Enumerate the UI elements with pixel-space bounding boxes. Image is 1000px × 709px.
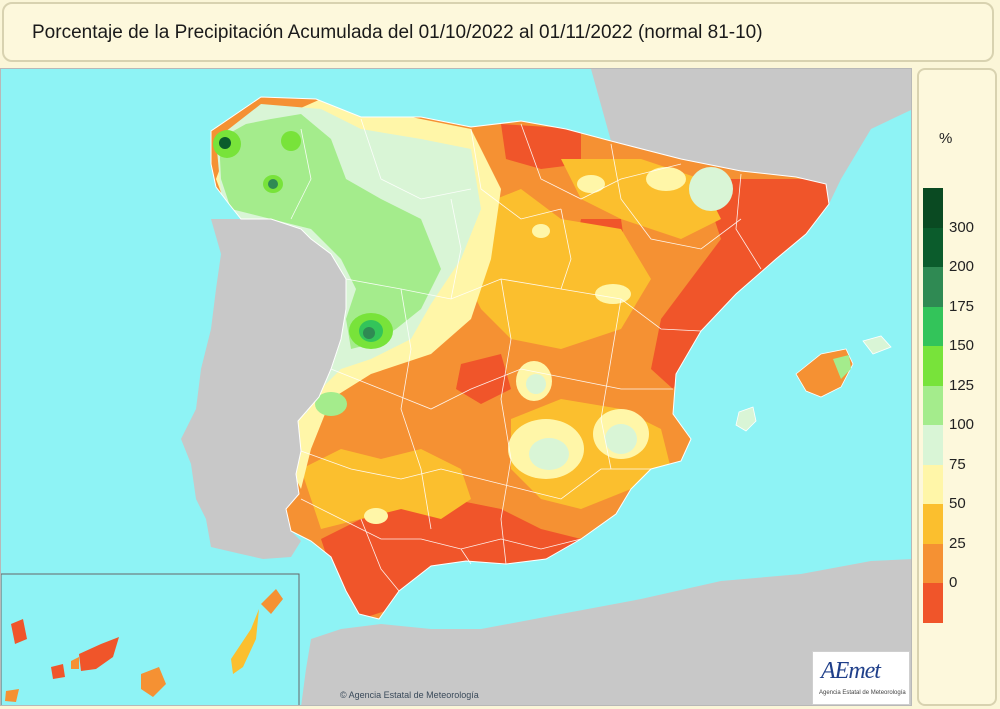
zone-300-a bbox=[219, 137, 231, 149]
legend-swatch-200 bbox=[923, 267, 943, 307]
logo-subtitle: Agencia Estatal de Meteorología bbox=[819, 690, 906, 696]
copyright-text: © Agencia Estatal de Meteorología bbox=[340, 690, 479, 700]
canary-inset bbox=[1, 573, 300, 705]
canary-island-2 bbox=[51, 664, 65, 679]
menorca bbox=[862, 335, 892, 355]
zone-75-100-f bbox=[532, 224, 550, 238]
canary-island-1 bbox=[11, 619, 27, 644]
ibiza bbox=[735, 406, 757, 432]
canary-island-fuerteventura bbox=[231, 609, 259, 674]
island-land bbox=[821, 89, 861, 169]
map-panel bbox=[0, 68, 912, 706]
legend-label-200: 200 bbox=[949, 258, 975, 275]
zone-75-100-c bbox=[595, 284, 631, 304]
zone-0-25-south bbox=[321, 499, 581, 619]
zone-100-125-se bbox=[529, 438, 569, 470]
aemet-logo: AEmet Agencia Estatal de Meteorología bbox=[812, 651, 910, 705]
zone-0-25-north bbox=[501, 124, 581, 169]
legend-swatch-125 bbox=[923, 385, 943, 425]
canary-island-lanzarote bbox=[261, 589, 283, 614]
zone-75-100-g bbox=[364, 508, 388, 524]
legend-swatch-300 bbox=[923, 227, 943, 267]
zone-0-25-east bbox=[651, 179, 829, 389]
zone-150-175-b bbox=[281, 131, 301, 151]
portugal-land bbox=[181, 219, 346, 559]
legend-swatch-150 bbox=[923, 346, 943, 386]
legend-label-50: 50 bbox=[949, 495, 966, 512]
zone-125-150-galicia bbox=[219, 114, 441, 349]
legend-swatch-175 bbox=[923, 306, 943, 346]
province-boundaries bbox=[290, 118, 762, 592]
legend-swatch-top bbox=[923, 188, 943, 228]
legend-label-175: 175 bbox=[949, 297, 975, 315]
legend-swatch-75 bbox=[923, 464, 943, 504]
zone-200-300-a bbox=[363, 327, 375, 339]
precipitation-map bbox=[1, 69, 911, 705]
zone-0-25-center bbox=[456, 354, 511, 404]
legend-swatch-25 bbox=[923, 543, 943, 583]
canary-island-tenerife bbox=[79, 637, 119, 671]
title-box: Porcentaje de la Precipitación Acumulada… bbox=[2, 2, 994, 62]
zone-175-200-b bbox=[268, 179, 278, 189]
legend-unit: % bbox=[939, 130, 953, 147]
legend-label-300: 300 bbox=[949, 218, 975, 236]
map-title: Porcentaje de la Precipitación Acumulada… bbox=[32, 22, 763, 43]
legend-swatch-100 bbox=[923, 425, 943, 465]
zone-100-125-east bbox=[689, 167, 733, 211]
mallorca-green bbox=[833, 355, 851, 379]
legend-swatch-0 bbox=[923, 583, 943, 623]
legend-label-0: 0 bbox=[949, 574, 958, 591]
zone-50-75-south bbox=[301, 449, 471, 529]
legend-color-bar bbox=[923, 188, 943, 623]
legend-label-100: 100 bbox=[949, 416, 975, 433]
legend-label-75: 75 bbox=[949, 455, 966, 473]
zone-75-100-e bbox=[646, 167, 686, 191]
legend-label-150: 150 bbox=[949, 337, 975, 354]
legend-label-25: 25 bbox=[949, 534, 966, 552]
logo-text: AEmet bbox=[821, 658, 881, 684]
zone-50-75-centre bbox=[461, 189, 651, 349]
legend-panel: % 300 200 175 150 125 100 75 50 25 0 bbox=[917, 68, 997, 706]
spain-outline bbox=[210, 96, 830, 620]
legend-label-125: 125 bbox=[949, 376, 975, 394]
canary-island-gc bbox=[141, 667, 166, 697]
zone-100-125-sc bbox=[526, 374, 546, 394]
canary-island-3 bbox=[5, 689, 19, 702]
africa-land bbox=[301, 559, 911, 705]
zone-125-150-b bbox=[315, 392, 347, 416]
legend-swatch-50 bbox=[923, 504, 943, 544]
zone-100-125-ne bbox=[605, 424, 637, 454]
zone-75-100-d bbox=[577, 175, 605, 193]
canary-island-gomera bbox=[71, 657, 79, 669]
